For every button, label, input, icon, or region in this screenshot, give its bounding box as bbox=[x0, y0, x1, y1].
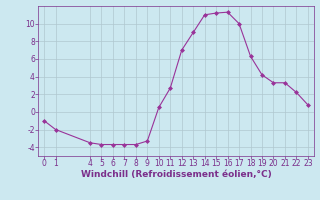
X-axis label: Windchill (Refroidissement éolien,°C): Windchill (Refroidissement éolien,°C) bbox=[81, 170, 271, 179]
